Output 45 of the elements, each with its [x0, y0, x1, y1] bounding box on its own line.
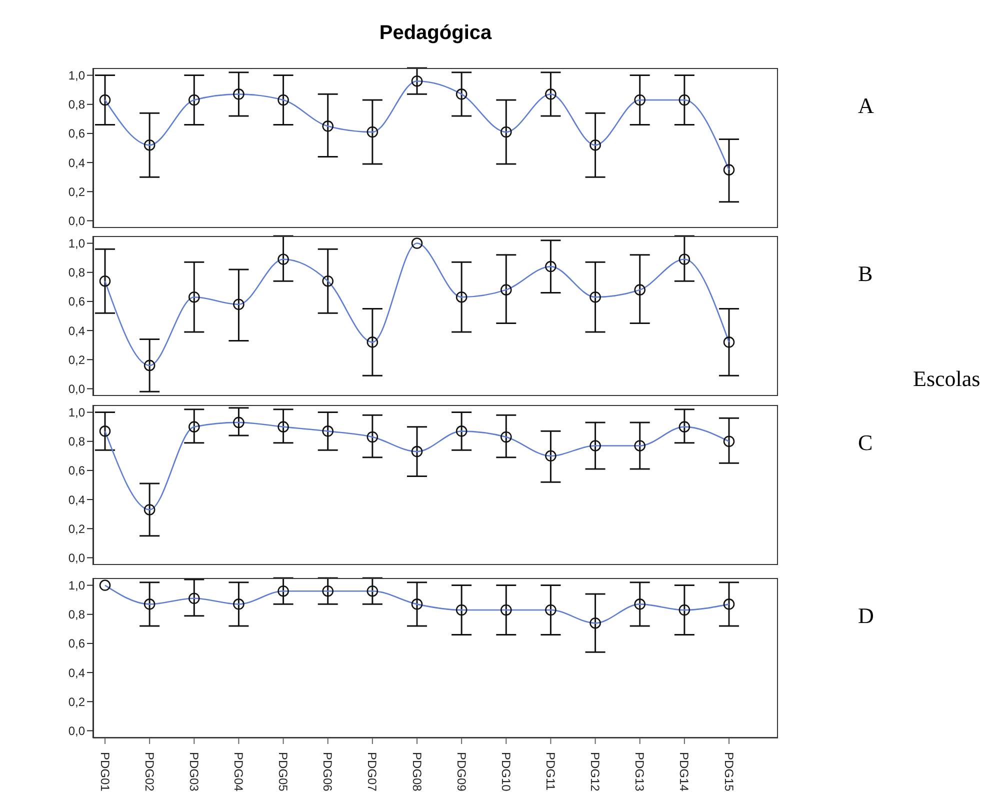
y-tick-label: 1,0 [68, 236, 86, 251]
y-tick-label: 0,0 [68, 214, 86, 228]
y-tick-label: 0,2 [68, 352, 86, 367]
y-tick-label: 0,4 [68, 324, 86, 338]
x-tick-label: PDG13 [632, 752, 647, 792]
y-tick-label: 0,8 [68, 608, 86, 622]
x-tick-label: PDG12 [588, 752, 602, 792]
y-tick-label: 1,0 [68, 68, 86, 83]
text: A [858, 93, 874, 119]
text: D [858, 603, 874, 629]
x-tick-label: PDG10 [498, 752, 513, 792]
text: C [858, 430, 873, 456]
x-tick-label: PDG08 [410, 752, 424, 792]
x-tick-label: PDG15 [722, 752, 736, 792]
x-tick-label: PDG03 [186, 752, 201, 792]
y-tick-label: 1,0 [68, 406, 86, 420]
y-tick-label: 0,6 [68, 636, 86, 651]
y-tick-label: 0,0 [68, 550, 86, 565]
y-tick-label: 0,6 [68, 294, 86, 309]
y-tick-label: 0,4 [68, 666, 86, 680]
x-tick-label: PDG06 [320, 752, 335, 792]
y2-axis-title: Escolas [913, 366, 980, 392]
y-tick-label: 0,8 [68, 266, 86, 280]
x-tick-label: PDG02 [142, 752, 156, 792]
y-tick-label: 0,2 [68, 694, 86, 709]
x-tick-label: PDG14 [677, 752, 692, 792]
y-tick-label: 0,2 [68, 184, 86, 199]
y-tick-label: 0,8 [68, 434, 86, 449]
y-tick-label: 0,6 [68, 464, 86, 478]
x-tick-label: PDG09 [454, 752, 468, 792]
x-tick-label: PDG07 [365, 752, 380, 792]
y-tick-label: 0,4 [68, 492, 86, 507]
y-tick-label: 0,2 [68, 522, 86, 536]
y-tick-label: 0,0 [68, 724, 86, 738]
y-tick-label: 0,8 [68, 98, 86, 112]
y-tick-label: 1,0 [68, 578, 86, 593]
x-tick-label: PDG04 [232, 752, 246, 792]
text: B [858, 261, 873, 287]
chart-title: Pedagógica [378, 22, 493, 45]
x-tick-label: PDG01 [98, 752, 112, 792]
y-tick-label: 0,4 [68, 156, 86, 170]
x-tick-label: PDG11 [544, 752, 558, 791]
y-tick-label: 0,6 [68, 126, 86, 141]
x-tick-label: PDG05 [276, 752, 290, 792]
y-tick-label: 0,0 [68, 382, 86, 396]
